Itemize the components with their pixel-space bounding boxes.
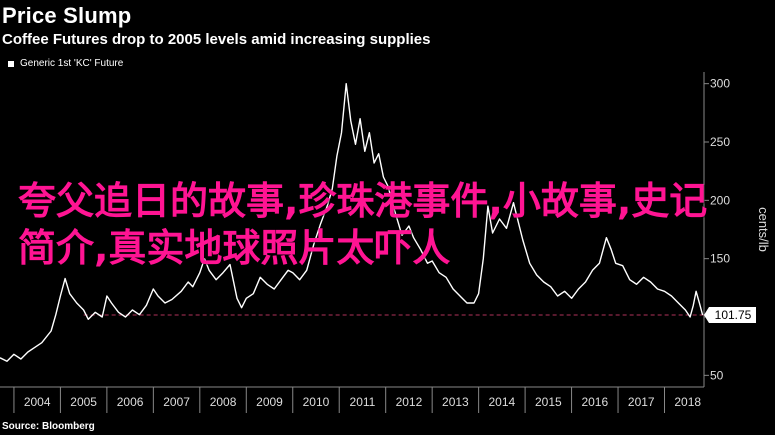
x-tick-label: 2010 bbox=[303, 395, 330, 409]
x-tick-label: 2013 bbox=[442, 395, 469, 409]
x-tick-label: 2005 bbox=[70, 395, 97, 409]
legend-label: Generic 1st 'KC' Future bbox=[20, 58, 124, 69]
series-line-0 bbox=[0, 83, 704, 362]
last-value-label: 101.75 bbox=[715, 308, 752, 322]
x-tick-label: 2015 bbox=[535, 395, 562, 409]
overlay-text: 夸父追日的故事,珍珠港事件,小故事,史记简介,真实地球照片太吓人 bbox=[18, 179, 708, 270]
chart-legend: Generic 1st 'KC' Future bbox=[8, 58, 123, 69]
x-tick-label: 2016 bbox=[581, 395, 608, 409]
y-tick-label: 250 bbox=[710, 135, 730, 149]
y-tick-label: 150 bbox=[710, 252, 730, 266]
x-tick-label: 2007 bbox=[163, 395, 190, 409]
last-value-badge bbox=[704, 306, 756, 323]
x-tick-label: 2004 bbox=[24, 395, 51, 409]
x-tick-label: 2006 bbox=[117, 395, 144, 409]
y-tick-label: 200 bbox=[710, 193, 730, 207]
x-tick-label: 2012 bbox=[396, 395, 423, 409]
x-tick-label: 2008 bbox=[210, 395, 237, 409]
chart-title: Price Slump bbox=[2, 3, 132, 28]
chart-subtitle: Coffee Futures drop to 2005 levels amid … bbox=[2, 31, 431, 48]
x-tick-label: 2017 bbox=[628, 395, 655, 409]
x-tick-label: 2011 bbox=[350, 395, 376, 409]
y-tick-label: 300 bbox=[710, 77, 730, 91]
x-tick-label: 2018 bbox=[674, 395, 701, 409]
x-tick-label: 2014 bbox=[489, 395, 516, 409]
source-note: Source: Bloomberg bbox=[2, 421, 95, 432]
series-layer bbox=[0, 83, 704, 362]
y-tick-label: 50 bbox=[710, 368, 724, 382]
legend-swatch-icon bbox=[8, 60, 14, 67]
x-tick-label: 2009 bbox=[256, 395, 283, 409]
y-axis-title: cents/lb bbox=[756, 207, 771, 252]
axes-layer: 2004 2005 2006 2007 2008 2009 2010 2011 2012 2013… bbox=[0, 72, 771, 413]
